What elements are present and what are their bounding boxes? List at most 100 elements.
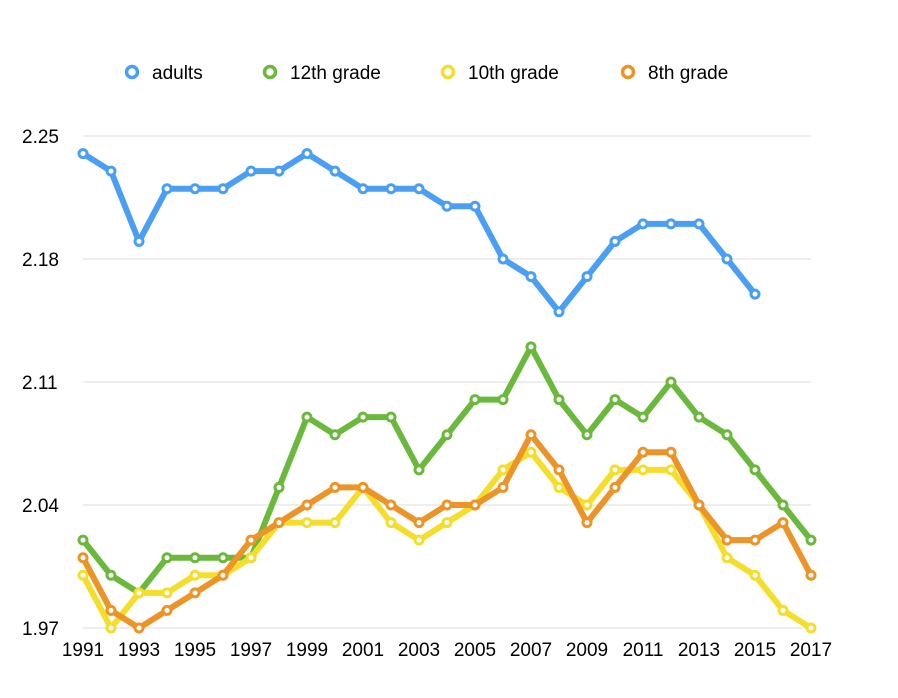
x-tick-label: 2003 [398, 640, 440, 661]
data-point [245, 165, 257, 177]
data-point [805, 569, 817, 581]
data-point [637, 464, 649, 476]
data-point [133, 587, 145, 599]
data-point [161, 183, 173, 195]
series-line [80, 150, 758, 315]
data-point [553, 464, 565, 476]
x-tick-label: 2017 [790, 640, 832, 661]
data-point [693, 218, 705, 230]
y-tick-label: 2.25 [22, 127, 59, 148]
legend: adults 12th grade 10th grade 8th grade [124, 63, 728, 84]
data-point [413, 183, 425, 195]
data-point [693, 411, 705, 423]
x-tick-label: 2015 [734, 640, 776, 661]
data-point [385, 411, 397, 423]
y-axis-ticks: 1.97 2.04 2.11 2.18 2.25 [22, 127, 59, 640]
series-lines [77, 148, 817, 634]
data-point [721, 534, 733, 546]
x-tick-label: 1995 [174, 640, 216, 661]
data-point [413, 534, 425, 546]
data-point [161, 552, 173, 564]
data-point [665, 376, 677, 388]
data-point [189, 552, 201, 564]
legend-entry: 8th grade [620, 63, 728, 84]
data-point [637, 411, 649, 423]
data-point [301, 517, 313, 529]
data-point [609, 394, 621, 406]
x-tick-label: 2005 [454, 640, 496, 661]
data-point [77, 552, 89, 564]
x-tick-label: 1999 [286, 640, 328, 661]
legend-marker [620, 64, 636, 80]
data-point [105, 569, 117, 581]
data-point [217, 183, 229, 195]
x-axis-ticks: 1991 1993 1995 1997 1999 2001 2003 2005 2007 2009… [62, 640, 832, 661]
series-adults [77, 148, 761, 318]
data-point [525, 271, 537, 283]
x-tick-label: 2011 [623, 640, 664, 661]
legend-label: 10th grade [468, 63, 559, 84]
gridlines [83, 135, 811, 629]
x-tick-label: 2009 [566, 640, 608, 661]
data-point [721, 429, 733, 441]
legend-entry: adults [124, 63, 203, 84]
series-line [80, 431, 814, 631]
data-point [441, 429, 453, 441]
data-point [777, 517, 789, 529]
data-point [217, 569, 229, 581]
data-point [105, 604, 117, 616]
data-point [329, 517, 341, 529]
data-point [189, 587, 201, 599]
data-point [497, 394, 509, 406]
data-point [77, 148, 89, 160]
data-point [497, 481, 509, 493]
data-point [665, 464, 677, 476]
data-point [553, 394, 565, 406]
data-point [413, 517, 425, 529]
data-point [301, 148, 313, 160]
y-tick-label: 1.97 [22, 619, 59, 640]
legend-entry: 12th grade [262, 63, 381, 84]
data-point [749, 569, 761, 581]
data-point [665, 446, 677, 458]
data-point [721, 552, 733, 564]
data-point [721, 253, 733, 265]
data-point [245, 534, 257, 546]
data-point [665, 218, 677, 230]
data-point [273, 165, 285, 177]
data-point [581, 429, 593, 441]
data-point [609, 235, 621, 247]
data-point [357, 481, 369, 493]
series-line [80, 449, 814, 631]
data-point [161, 604, 173, 616]
data-point [133, 622, 145, 634]
series-8th-grade [77, 429, 817, 634]
data-point [329, 165, 341, 177]
data-point [105, 165, 117, 177]
legend-marker [440, 64, 456, 80]
data-point [329, 481, 341, 493]
data-point [441, 517, 453, 529]
x-tick-label: 2013 [678, 640, 720, 661]
legend-label: 8th grade [648, 63, 728, 84]
data-point [749, 534, 761, 546]
x-tick-label: 2001 [342, 640, 384, 661]
data-point [777, 604, 789, 616]
y-tick-label: 2.04 [22, 496, 59, 517]
x-tick-label: 2007 [510, 640, 552, 661]
x-tick-label: 1993 [118, 640, 160, 661]
series-12th-grade [77, 341, 817, 599]
y-tick-label: 2.11 [22, 373, 58, 394]
series-10th-grade [77, 446, 817, 634]
legend-entry: 10th grade [440, 63, 559, 84]
data-point [497, 464, 509, 476]
data-point [413, 464, 425, 476]
data-point [609, 464, 621, 476]
data-point [441, 200, 453, 212]
data-point [189, 183, 201, 195]
data-point [525, 341, 537, 353]
legend-label: adults [152, 63, 203, 84]
data-point [609, 481, 621, 493]
x-tick-label: 1991 [62, 640, 104, 661]
y-tick-label: 2.18 [22, 250, 59, 271]
